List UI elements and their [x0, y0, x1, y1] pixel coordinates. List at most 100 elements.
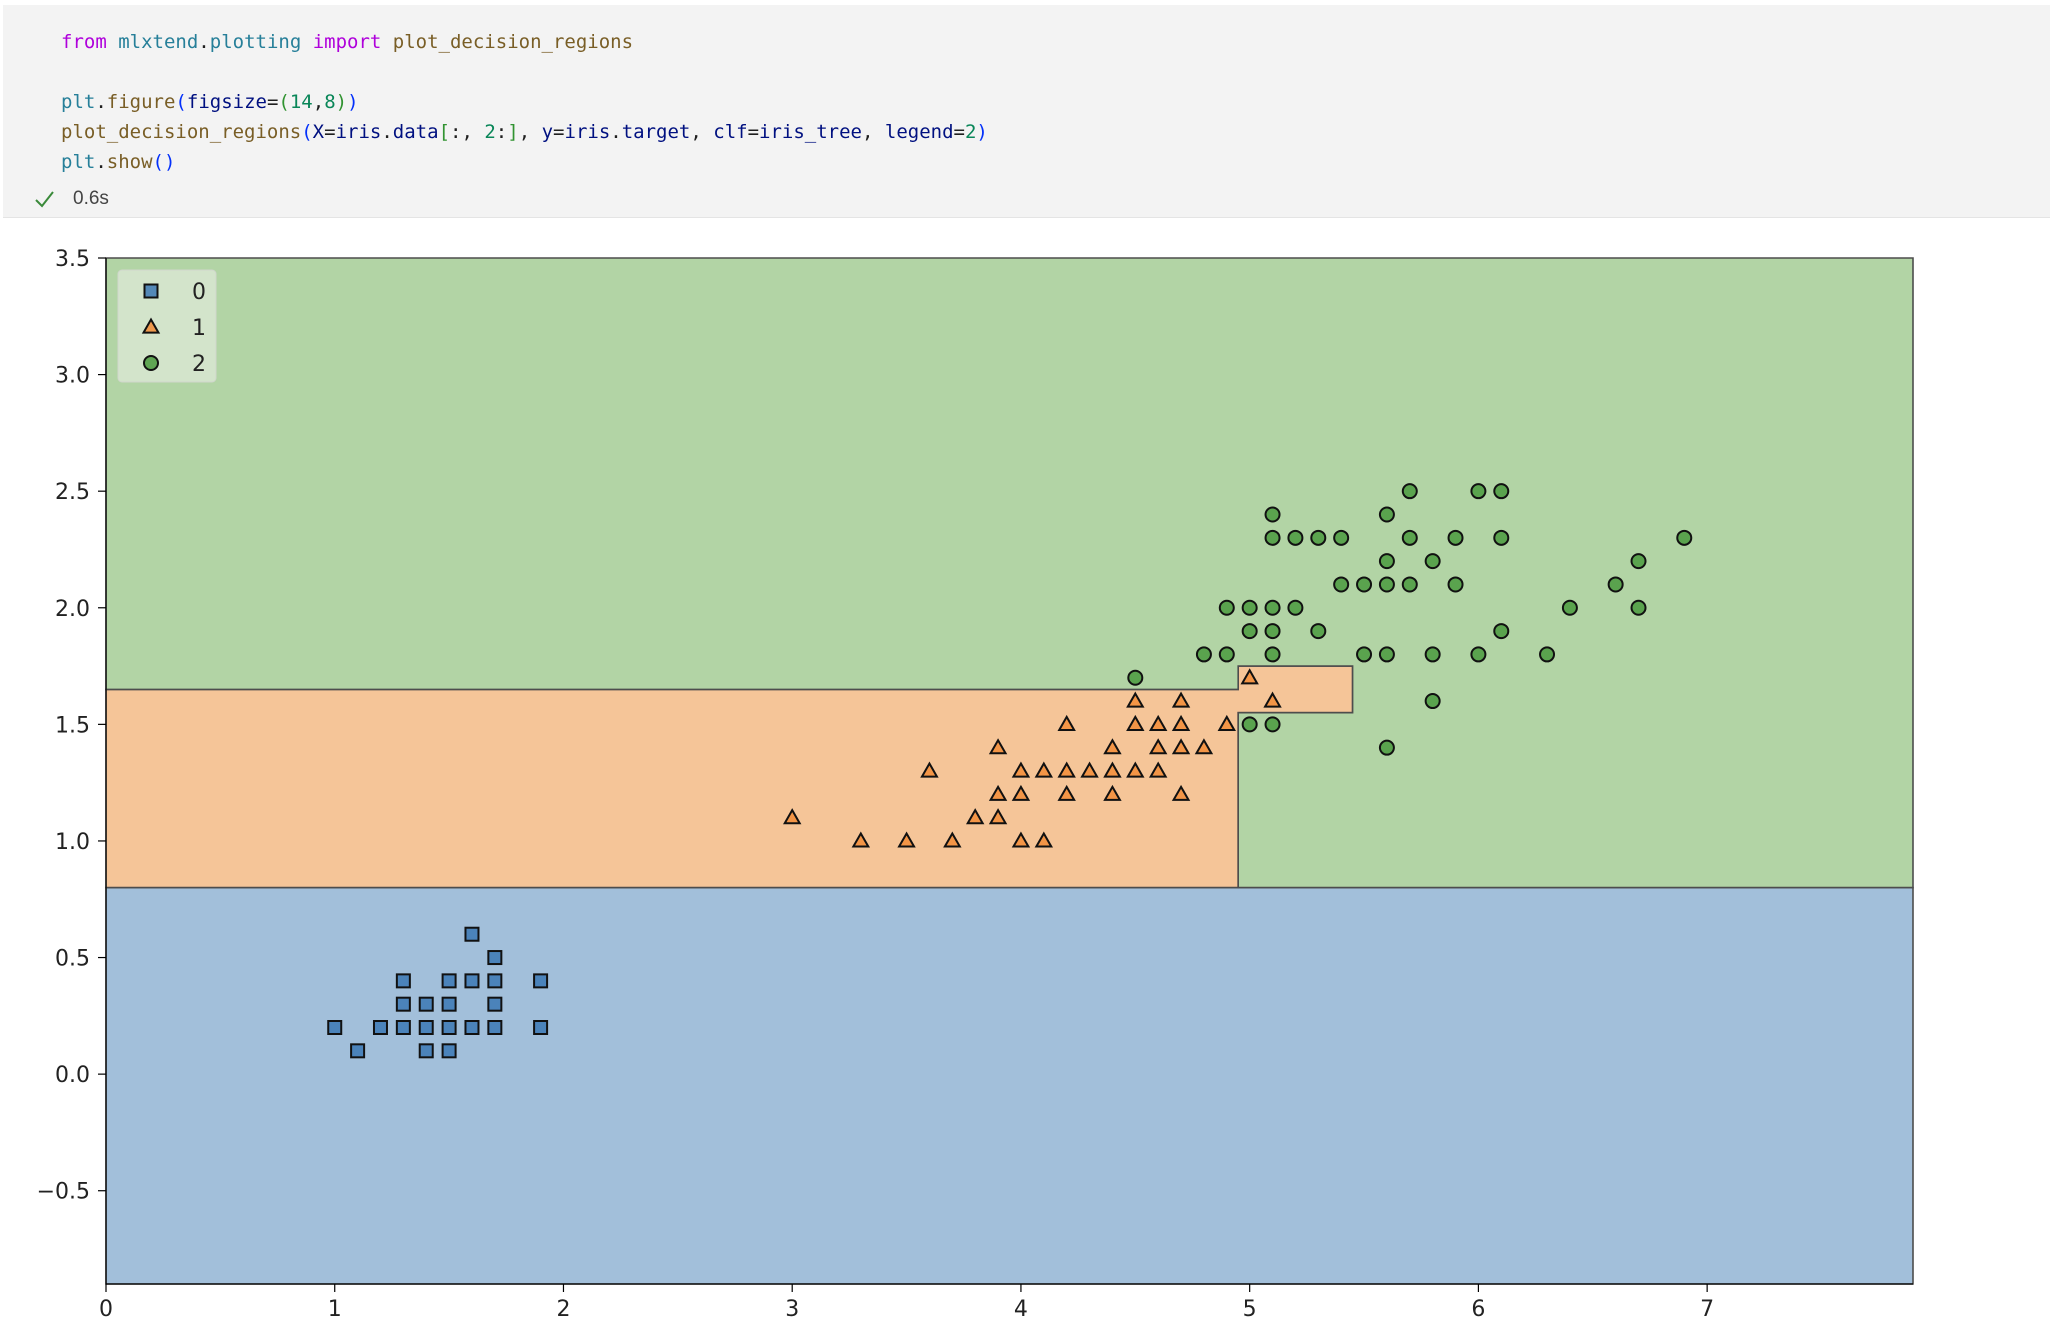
legend-label-0: 0 — [192, 280, 206, 305]
data-point-class-1 — [1217, 714, 1236, 731]
data-point-class-0 — [327, 1020, 343, 1035]
data-point-class-2 — [1264, 599, 1281, 616]
data-point-class-2 — [1264, 529, 1281, 546]
data-point-class-2 — [1447, 576, 1464, 593]
code-token: plt — [61, 91, 96, 113]
checkmark-icon — [35, 191, 54, 208]
data-point-class-1 — [1126, 691, 1145, 708]
code-token: 8 — [324, 91, 336, 113]
data-point-class-0 — [441, 1020, 457, 1035]
data-point-class-0 — [487, 950, 503, 966]
y-tick-label: 1.5 — [55, 713, 90, 738]
y-tick-label: 0.5 — [55, 947, 90, 972]
data-point-class-1 — [897, 831, 916, 848]
data-point-class-2 — [1424, 646, 1441, 663]
data-point-class-0 — [418, 1043, 434, 1059]
data-point-class-2 — [1195, 646, 1212, 663]
code-line: plot_decision_regions(X=iris.data[:, 2:]… — [61, 117, 988, 147]
decision-regions-plot: 0 1 2 3 4 5 6 7 −0.5 0.0 0.5 1.0 1.5 2.0 2.5 3.0 3.5 0 1 2 — [37, 247, 1914, 1322]
data-point-class-2 — [1310, 623, 1327, 640]
code-token: legend — [884, 121, 954, 143]
data-point-class-1 — [1126, 761, 1145, 778]
data-point-class-1 — [988, 738, 1008, 755]
x-tick-label: 7 — [1700, 1297, 1714, 1322]
data-point-class-1 — [988, 808, 1008, 825]
data-point-class-2 — [1378, 553, 1395, 570]
code-token: 2 — [484, 121, 496, 143]
data-point-class-0 — [533, 1020, 549, 1035]
data-point-class-2 — [1493, 483, 1510, 500]
decision-region-0 — [105, 886, 1914, 1285]
data-point-class-1 — [1148, 761, 1168, 778]
code-token: = — [747, 121, 760, 143]
code-token: : — [495, 121, 508, 143]
code-token: import — [312, 31, 382, 53]
data-point-class-2 — [1447, 529, 1464, 546]
data-point-class-2 — [1607, 576, 1624, 593]
data-point-class-2 — [1470, 483, 1487, 500]
data-point-class-0 — [441, 1043, 457, 1059]
y-tick-label: 3.0 — [55, 364, 90, 389]
data-point-class-2 — [1356, 646, 1373, 663]
data-point-class-0 — [533, 973, 549, 989]
data-point-class-2 — [1333, 576, 1350, 593]
data-point-class-2 — [1561, 599, 1578, 616]
data-point-class-2 — [1218, 646, 1235, 663]
code-token: ( — [175, 91, 187, 113]
code-token: show — [106, 151, 153, 173]
data-point-class-0 — [487, 1020, 503, 1035]
data-point-class-2 — [1264, 646, 1281, 663]
data-point-class-2 — [1630, 553, 1647, 570]
x-tick-label: 5 — [1243, 1297, 1257, 1322]
data-point-class-2 — [1241, 623, 1258, 640]
code-token: , — [861, 121, 885, 143]
data-point-class-1 — [1057, 761, 1076, 778]
code-token: figure — [106, 91, 176, 113]
data-point-class-2 — [1401, 576, 1418, 593]
data-point-class-2 — [1630, 599, 1647, 616]
code-cell[interactable]: from mlxtend.plotting import plot_decisi… — [3, 5, 2050, 218]
data-point-class-2 — [1378, 576, 1395, 593]
data-point-class-1 — [1103, 761, 1122, 778]
code-token: iris_tree — [759, 121, 862, 143]
code-token: clf — [713, 121, 748, 143]
data-point-class-2 — [1378, 506, 1395, 523]
code-editor[interactable]: from mlxtend.plotting import plot_decisi… — [61, 27, 988, 177]
data-points — [327, 483, 1693, 1059]
data-point-class-1 — [783, 808, 802, 825]
code-token: . — [381, 121, 393, 143]
data-point-class-1 — [1194, 738, 1214, 755]
code-token: = — [953, 121, 965, 143]
code-token: X — [312, 121, 325, 143]
y-tick-label: 1.0 — [55, 830, 90, 855]
data-point-class-2 — [1470, 646, 1487, 663]
data-point-class-1 — [1171, 691, 1191, 708]
code-token: = — [266, 91, 279, 113]
code-token: target — [621, 121, 691, 143]
x-tick-label: 4 — [1014, 1297, 1028, 1322]
data-point-class-2 — [1424, 553, 1441, 570]
code-token: 14 — [289, 91, 313, 113]
data-point-class-1 — [988, 784, 1008, 801]
data-point-class-1 — [1080, 761, 1099, 778]
x-tick-label: 6 — [1471, 1297, 1485, 1322]
data-point-class-2 — [1356, 576, 1373, 593]
y-tick-label: −0.5 — [37, 1180, 90, 1205]
code-line: plt.show() — [61, 147, 988, 177]
data-point-class-2 — [1264, 506, 1281, 523]
data-point-class-1 — [1011, 761, 1031, 778]
code-token: y — [541, 121, 554, 143]
data-point-class-2 — [1493, 529, 1510, 546]
data-point-class-2 — [1539, 646, 1556, 663]
data-point-class-1 — [1148, 738, 1168, 755]
execution-time: 0.6s — [73, 188, 109, 209]
code-line: plt.figure(figsize=(14,8)) — [61, 87, 988, 117]
code-token: plot_decision_regions — [381, 31, 634, 53]
data-point-class-2 — [1218, 599, 1235, 616]
legend-marker-1 — [141, 317, 161, 334]
data-point-class-1 — [1171, 714, 1191, 731]
code-line — [61, 57, 988, 87]
data-point-class-1 — [851, 831, 871, 848]
data-point-class-2 — [1241, 716, 1258, 733]
data-point-class-2 — [1333, 529, 1350, 546]
